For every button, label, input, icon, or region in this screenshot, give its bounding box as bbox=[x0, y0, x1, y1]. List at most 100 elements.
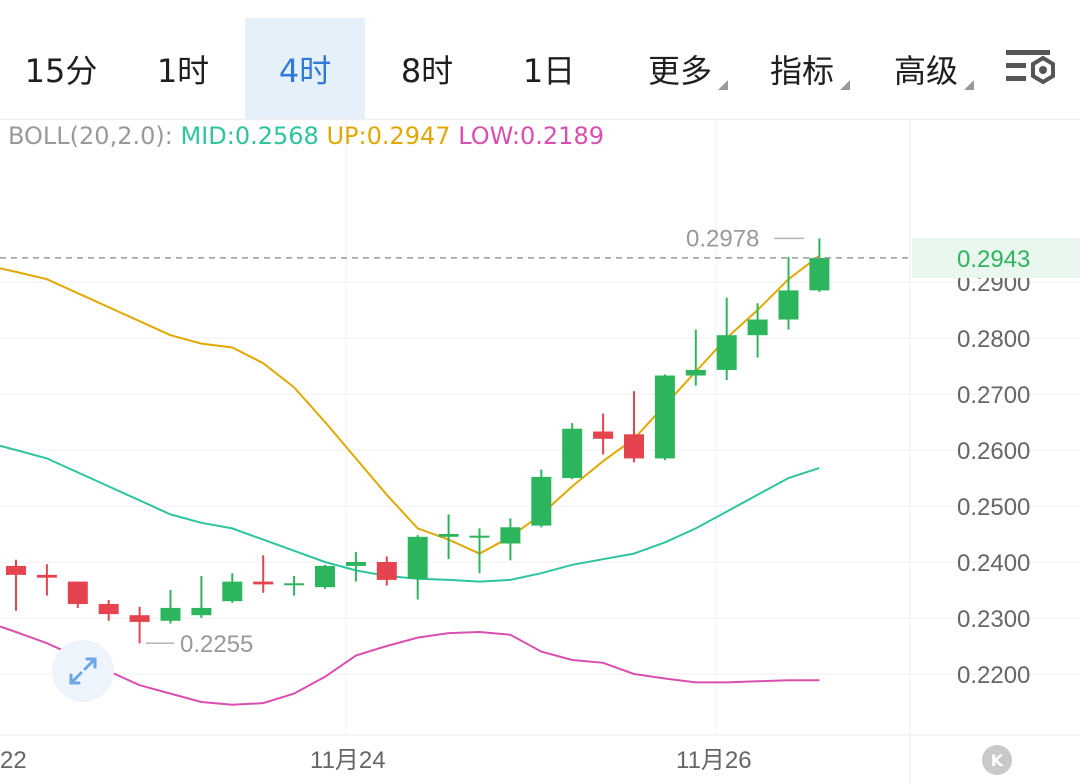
boll-lower-line bbox=[0, 625, 820, 706]
boll-low-value: LOW:0.2189 bbox=[458, 122, 604, 150]
tab-1h[interactable]: 1时 bbox=[122, 18, 244, 120]
boll-mid-line bbox=[0, 444, 820, 583]
y-tick-label: 0.2200 bbox=[957, 662, 1030, 689]
candle-body bbox=[438, 534, 459, 537]
candle bbox=[531, 469, 552, 528]
candle-body bbox=[747, 319, 768, 336]
tab-label: 4时 bbox=[278, 52, 332, 90]
candle bbox=[284, 576, 305, 596]
tab-advanced[interactable]: 高级 bbox=[876, 18, 976, 120]
candle bbox=[67, 581, 88, 608]
candle-body bbox=[624, 434, 644, 459]
current-price-badge bbox=[912, 237, 1080, 278]
tab-more[interactable]: 更多 bbox=[630, 18, 730, 120]
candle bbox=[407, 535, 428, 600]
tab-15m[interactable]: 15分 bbox=[0, 18, 122, 120]
candle-body bbox=[531, 476, 552, 526]
high-label: 0.2978 bbox=[686, 225, 759, 252]
candle bbox=[36, 564, 57, 596]
tab-1d[interactable]: 1日 bbox=[488, 18, 610, 120]
current-price-label: 0.2943 bbox=[957, 246, 1030, 273]
candle-body bbox=[98, 604, 119, 615]
tab-indicators[interactable]: 指标 bbox=[752, 18, 852, 120]
candle-body bbox=[562, 428, 583, 478]
candle bbox=[500, 518, 521, 561]
candle-body bbox=[6, 565, 26, 575]
x-tick-label: 22 bbox=[0, 747, 27, 774]
candle bbox=[469, 528, 490, 574]
tab-label: 指标 bbox=[769, 52, 834, 90]
candle-body bbox=[654, 375, 675, 459]
tab-8h[interactable]: 8时 bbox=[366, 18, 488, 120]
candle bbox=[129, 606, 150, 644]
candle bbox=[685, 329, 706, 386]
candle-body bbox=[809, 257, 830, 291]
candle-body bbox=[376, 562, 397, 580]
candle bbox=[376, 556, 397, 586]
y-tick-label: 0.2400 bbox=[957, 550, 1030, 577]
y-tick-label: 0.2600 bbox=[957, 438, 1030, 465]
boll-name: BOLL(20,2.0): bbox=[8, 122, 173, 150]
candle-body bbox=[315, 565, 335, 588]
tab-label: 高级 bbox=[893, 52, 958, 90]
tab-label: 1日 bbox=[522, 52, 576, 90]
candle bbox=[345, 551, 366, 582]
candle bbox=[593, 413, 614, 455]
candle bbox=[778, 256, 799, 330]
candle bbox=[624, 391, 644, 463]
boll-up-value: UP:0.2947 bbox=[326, 122, 451, 150]
candle bbox=[809, 238, 830, 293]
y-tick-label: 0.2300 bbox=[957, 606, 1030, 633]
low-label: 0.2255 bbox=[180, 631, 253, 658]
expand-chart-button[interactable] bbox=[52, 640, 114, 702]
candle-body bbox=[407, 536, 428, 579]
candle-body bbox=[345, 562, 366, 566]
candle bbox=[160, 590, 181, 624]
boll-upper-line bbox=[0, 254, 821, 555]
candle-body bbox=[129, 615, 150, 622]
candle-body bbox=[284, 583, 305, 586]
candle bbox=[6, 559, 26, 611]
candle-body bbox=[716, 335, 737, 370]
k-line-icon[interactable]: K bbox=[982, 745, 1012, 775]
candle bbox=[438, 514, 459, 560]
divider bbox=[0, 119, 1080, 120]
tab-label: 1时 bbox=[156, 52, 210, 90]
candle-body bbox=[778, 290, 799, 320]
y-tick-label: 0.2800 bbox=[957, 326, 1030, 353]
candle-body bbox=[469, 535, 490, 538]
candle-body bbox=[222, 581, 243, 602]
candle-body bbox=[593, 431, 614, 439]
tab-label: 15分 bbox=[24, 52, 98, 90]
candle-body bbox=[67, 581, 88, 604]
x-tick-label: 11月26 bbox=[676, 747, 752, 774]
dropdown-triangle-icon bbox=[964, 80, 974, 90]
y-tick-label: 0.2700 bbox=[957, 382, 1030, 409]
y-tick-label: 0.2500 bbox=[957, 494, 1030, 521]
candle-body bbox=[191, 607, 212, 616]
candle bbox=[562, 423, 583, 480]
boll-legend: BOLL(20,2.0): MID:0.2568 UP:0.2947 LOW:0… bbox=[8, 122, 604, 150]
candle-body bbox=[160, 607, 181, 621]
candle bbox=[98, 600, 119, 621]
candle bbox=[315, 564, 335, 589]
candle bbox=[222, 573, 243, 603]
candle bbox=[654, 374, 675, 461]
timeframe-tab-bar: 15分 1时 4时 8时 1日 更多 指标 高级 bbox=[0, 0, 1080, 120]
candle-body bbox=[500, 527, 521, 544]
boll-mid-value: MID:0.2568 bbox=[180, 122, 319, 150]
candle-body bbox=[253, 581, 274, 585]
candle bbox=[747, 303, 768, 358]
expand-arrows-icon bbox=[69, 657, 97, 685]
candle-body bbox=[685, 369, 706, 376]
tab-label: 8时 bbox=[400, 52, 454, 90]
candle bbox=[191, 576, 212, 618]
tab-label: 更多 bbox=[647, 52, 712, 90]
candle-body bbox=[36, 574, 57, 578]
chart-settings-icon[interactable] bbox=[1000, 44, 1060, 94]
x-tick-label: 11月24 bbox=[310, 747, 386, 774]
candle bbox=[253, 555, 274, 593]
candle bbox=[716, 297, 737, 380]
tab-4h[interactable]: 4时 bbox=[245, 18, 365, 120]
